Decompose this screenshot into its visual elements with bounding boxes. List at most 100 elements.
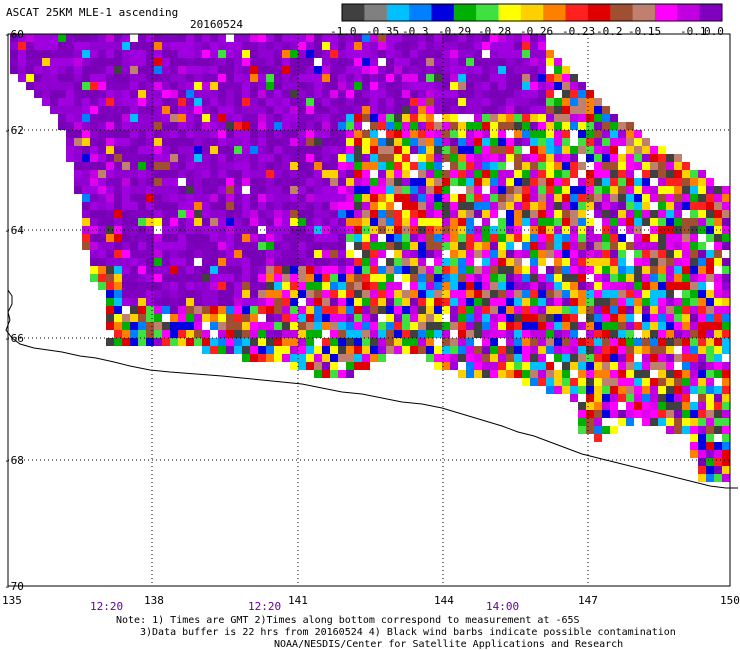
data-cell: [378, 186, 386, 194]
data-cell: [90, 178, 98, 186]
data-cell: [378, 338, 386, 346]
data-cell: [210, 218, 218, 226]
data-cell: [642, 394, 650, 402]
data-cell: [418, 210, 426, 218]
data-cell: [226, 282, 234, 290]
data-cell: [386, 290, 394, 298]
data-cell: [514, 346, 522, 354]
data-cell: [634, 362, 642, 370]
data-cell: [314, 114, 322, 122]
data-cell: [130, 122, 138, 130]
data-cell: [178, 314, 186, 322]
data-cell: [410, 194, 418, 202]
data-cell: [586, 106, 594, 114]
data-cell: [578, 170, 586, 178]
data-cell: [546, 218, 554, 226]
data-cell: [394, 218, 402, 226]
data-cell: [210, 122, 218, 130]
data-cell: [394, 154, 402, 162]
data-cell: [674, 154, 682, 162]
data-cell: [426, 210, 434, 218]
data-cell: [282, 218, 290, 226]
data-cell: [402, 154, 410, 162]
data-cell: [98, 122, 106, 130]
data-cell: [370, 306, 378, 314]
data-cell: [202, 266, 210, 274]
data-cell: [658, 154, 666, 162]
data-cell: [66, 122, 74, 130]
data-cell: [690, 442, 698, 450]
data-cell: [682, 346, 690, 354]
data-cell: [338, 82, 346, 90]
data-cell: [506, 106, 514, 114]
data-cell: [250, 306, 258, 314]
data-cell: [314, 34, 322, 42]
data-cell: [186, 170, 194, 178]
data-cell: [170, 98, 178, 106]
data-cell: [530, 242, 538, 250]
data-cell: [218, 82, 226, 90]
data-cell: [322, 66, 330, 74]
data-cell: [154, 242, 162, 250]
data-cell: [306, 82, 314, 90]
data-cell: [250, 178, 258, 186]
data-cell: [306, 330, 314, 338]
data-cell: [594, 306, 602, 314]
data-cell: [298, 274, 306, 282]
data-cell: [538, 42, 546, 50]
data-cell: [290, 106, 298, 114]
data-cell: [202, 202, 210, 210]
data-cell: [74, 114, 82, 122]
data-cell: [50, 66, 58, 74]
data-cell: [586, 298, 594, 306]
data-cell: [122, 146, 130, 154]
data-cell: [482, 218, 490, 226]
data-cell: [130, 34, 138, 42]
data-cell: [330, 266, 338, 274]
data-cell: [202, 106, 210, 114]
data-cell: [274, 250, 282, 258]
data-cell: [226, 338, 234, 346]
data-cell: [234, 330, 242, 338]
data-cell: [170, 202, 178, 210]
data-cell: [202, 258, 210, 266]
data-cell: [178, 338, 186, 346]
data-cell: [562, 74, 570, 82]
data-cell: [458, 274, 466, 282]
data-cell: [562, 130, 570, 138]
data-cell: [338, 58, 346, 66]
data-cell: [602, 194, 610, 202]
data-cell: [618, 386, 626, 394]
data-cell: [274, 298, 282, 306]
data-cell: [330, 34, 338, 42]
data-cell: [42, 74, 50, 82]
data-cell: [466, 170, 474, 178]
data-cell: [330, 170, 338, 178]
data-cell: [114, 146, 122, 154]
data-cell: [266, 138, 274, 146]
data-cell: [570, 314, 578, 322]
colorbar-label: -0.23: [562, 25, 595, 38]
data-cell: [258, 234, 266, 242]
data-cell: [466, 250, 474, 258]
data-cell: [218, 34, 226, 42]
data-cell: [514, 218, 522, 226]
data-cell: [658, 418, 666, 426]
data-cell: [458, 170, 466, 178]
data-cell: [442, 338, 450, 346]
colorbar-swatch: [632, 4, 656, 21]
data-cell: [650, 418, 658, 426]
data-cell: [250, 242, 258, 250]
data-cell: [362, 122, 370, 130]
data-cell: [602, 410, 610, 418]
data-cell: [554, 290, 562, 298]
data-cell: [170, 298, 178, 306]
data-cell: [386, 178, 394, 186]
data-cell: [178, 274, 186, 282]
data-cell: [130, 290, 138, 298]
data-cell: [250, 258, 258, 266]
data-cell: [354, 186, 362, 194]
data-cell: [466, 66, 474, 74]
data-cell: [354, 354, 362, 362]
data-cell: [298, 234, 306, 242]
